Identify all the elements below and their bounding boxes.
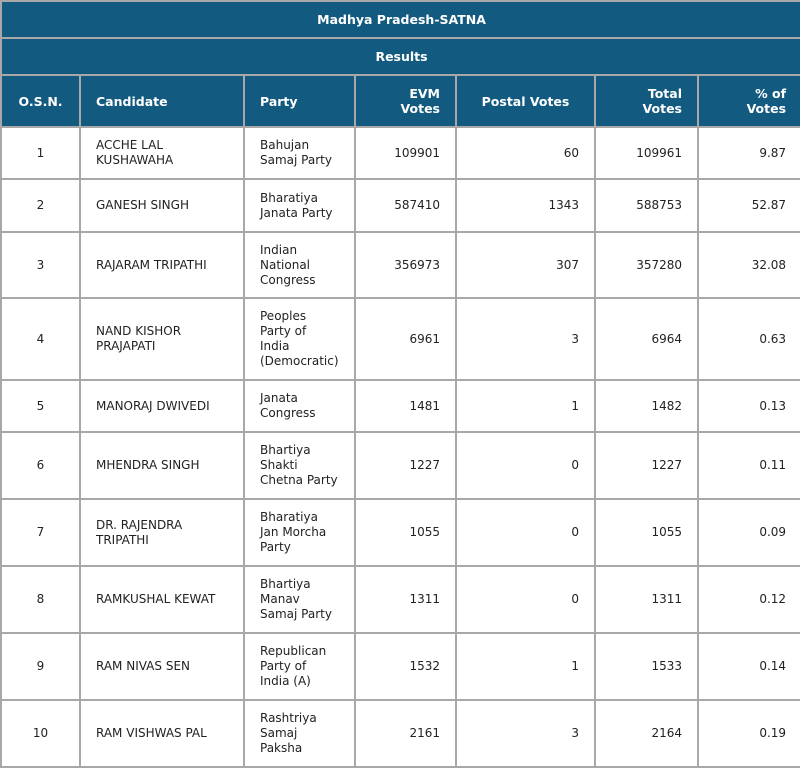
cell-postal-votes: 1 bbox=[455, 632, 596, 701]
cell-postal-votes: 307 bbox=[455, 231, 596, 299]
cell-candidate: DR. RAJENDRA TRIPATHI bbox=[79, 498, 245, 567]
cell-total-votes: 588753 bbox=[594, 178, 699, 233]
cell-evm-votes: 587410 bbox=[354, 178, 457, 233]
cell-total-votes: 1533 bbox=[594, 632, 699, 701]
cell-osn: 7 bbox=[0, 498, 81, 567]
cell-percent-votes: 0.13 bbox=[696, 379, 800, 433]
table-row: 2 GANESH SINGH Bharatiya Janata Party 58741… bbox=[0, 178, 800, 233]
col-party: Party bbox=[243, 74, 356, 128]
cell-candidate: RAM NIVAS SEN bbox=[79, 632, 245, 701]
cell-total-votes: 2164 bbox=[594, 699, 699, 768]
cell-candidate: RAM VISHWAS PAL bbox=[79, 699, 245, 768]
cell-evm-votes: 1311 bbox=[354, 565, 457, 634]
cell-percent-votes: 52.87 bbox=[696, 178, 800, 233]
table-row: 1 ACCHE LAL KUSHAWAHA Bahujan Samaj Party 1… bbox=[0, 126, 800, 180]
cell-evm-votes: 1055 bbox=[354, 498, 457, 567]
cell-total-votes: 1482 bbox=[594, 379, 699, 433]
col-total-votes: Total Votes bbox=[594, 74, 699, 128]
cell-party: Indian National Congress bbox=[243, 231, 356, 299]
cell-postal-votes: 60 bbox=[455, 126, 596, 180]
cell-postal-votes: 0 bbox=[455, 565, 596, 634]
cell-osn: 5 bbox=[0, 379, 81, 433]
cell-evm-votes: 1481 bbox=[354, 379, 457, 433]
col-percent-votes: % of Votes bbox=[696, 74, 800, 128]
cell-candidate: ACCHE LAL KUSHAWAHA bbox=[79, 126, 245, 180]
cell-osn: 10 bbox=[0, 699, 81, 768]
cell-osn: 6 bbox=[0, 431, 81, 500]
cell-osn: 1 bbox=[0, 126, 81, 180]
cell-evm-votes: 1532 bbox=[354, 632, 457, 701]
cell-candidate: RAMKUSHAL KEWAT bbox=[79, 565, 245, 634]
cell-percent-votes: 0.14 bbox=[696, 632, 800, 701]
table-row: 8 RAMKUSHAL KEWAT Bhartiya Manav Samaj Par… bbox=[0, 565, 800, 634]
cell-percent-votes: 9.87 bbox=[696, 126, 800, 180]
cell-party: Bhartiya Manav Samaj Party bbox=[243, 565, 356, 634]
cell-percent-votes: 0.11 bbox=[696, 431, 800, 500]
cell-candidate: MANORAJ DWIVEDI bbox=[79, 379, 245, 433]
cell-total-votes: 109961 bbox=[594, 126, 699, 180]
cell-postal-votes: 1 bbox=[455, 379, 596, 433]
table-row: 9 RAM NIVAS SEN Republican Party of India … bbox=[0, 632, 800, 701]
col-evm-votes: EVM Votes bbox=[354, 74, 457, 128]
col-postal-votes: Postal Votes bbox=[455, 74, 596, 128]
cell-osn: 9 bbox=[0, 632, 81, 701]
cell-total-votes: 1311 bbox=[594, 565, 699, 634]
table-row: 6 MHENDRA SINGH Bhartiya Shakti Chetna Par… bbox=[0, 431, 800, 500]
table-row: 5 MANORAJ DWIVEDI Janata Congress 1481 1 1482… bbox=[0, 379, 800, 433]
table-row: 10 RAM VISHWAS PAL Rashtriya Samaj Paksha 2… bbox=[0, 699, 800, 768]
constituency-title: Madhya Pradesh-SATNA bbox=[0, 0, 800, 39]
cell-total-votes: 6964 bbox=[594, 297, 699, 381]
cell-total-votes: 357280 bbox=[594, 231, 699, 299]
cell-party: Peoples Party of India (Democratic) bbox=[243, 297, 356, 381]
cell-party: Republican Party of India (A) bbox=[243, 632, 356, 701]
cell-percent-votes: 0.12 bbox=[696, 565, 800, 634]
cell-osn: 4 bbox=[0, 297, 81, 381]
cell-party: Janata Congress bbox=[243, 379, 356, 433]
cell-percent-votes: 32.08 bbox=[696, 231, 800, 299]
cell-candidate: GANESH SINGH bbox=[79, 178, 245, 233]
table-row: 4 NAND KISHOR PRAJAPATI Peoples Party of I… bbox=[0, 297, 800, 381]
cell-candidate: NAND KISHOR PRAJAPATI bbox=[79, 297, 245, 381]
cell-postal-votes: 3 bbox=[455, 297, 596, 381]
cell-party: Bhartiya Shakti Chetna Party bbox=[243, 431, 356, 500]
cell-postal-votes: 0 bbox=[455, 498, 596, 567]
cell-osn: 2 bbox=[0, 178, 81, 233]
table-row: 7 DR. RAJENDRA TRIPATHI Bharatiya Jan Morc… bbox=[0, 498, 800, 567]
cell-percent-votes: 0.09 bbox=[696, 498, 800, 567]
col-candidate: Candidate bbox=[79, 74, 245, 128]
cell-postal-votes: 3 bbox=[455, 699, 596, 768]
cell-total-votes: 1055 bbox=[594, 498, 699, 567]
cell-evm-votes: 109901 bbox=[354, 126, 457, 180]
cell-percent-votes: 0.63 bbox=[696, 297, 800, 381]
cell-party: Rashtriya Samaj Paksha bbox=[243, 699, 356, 768]
column-headers: O.S.N. Candidate Party EVM Votes Postal … bbox=[0, 74, 800, 128]
cell-percent-votes: 0.19 bbox=[696, 699, 800, 768]
cell-party: Bharatiya Jan Morcha Party bbox=[243, 498, 356, 567]
cell-candidate: MHENDRA SINGH bbox=[79, 431, 245, 500]
cell-postal-votes: 1343 bbox=[455, 178, 596, 233]
table-row: 3 RAJARAM TRIPATHI Indian National Congres… bbox=[0, 231, 800, 299]
cell-total-votes: 1227 bbox=[594, 431, 699, 500]
cell-postal-votes: 0 bbox=[455, 431, 596, 500]
cell-party: Bharatiya Janata Party bbox=[243, 178, 356, 233]
cell-osn: 3 bbox=[0, 231, 81, 299]
cell-evm-votes: 6961 bbox=[354, 297, 457, 381]
cell-evm-votes: 356973 bbox=[354, 231, 457, 299]
col-osn: O.S.N. bbox=[0, 74, 81, 128]
cell-candidate: RAJARAM TRIPATHI bbox=[79, 231, 245, 299]
cell-evm-votes: 1227 bbox=[354, 431, 457, 500]
cell-evm-votes: 2161 bbox=[354, 699, 457, 768]
cell-party: Bahujan Samaj Party bbox=[243, 126, 356, 180]
results-heading: Results bbox=[0, 37, 800, 76]
cell-osn: 8 bbox=[0, 565, 81, 634]
